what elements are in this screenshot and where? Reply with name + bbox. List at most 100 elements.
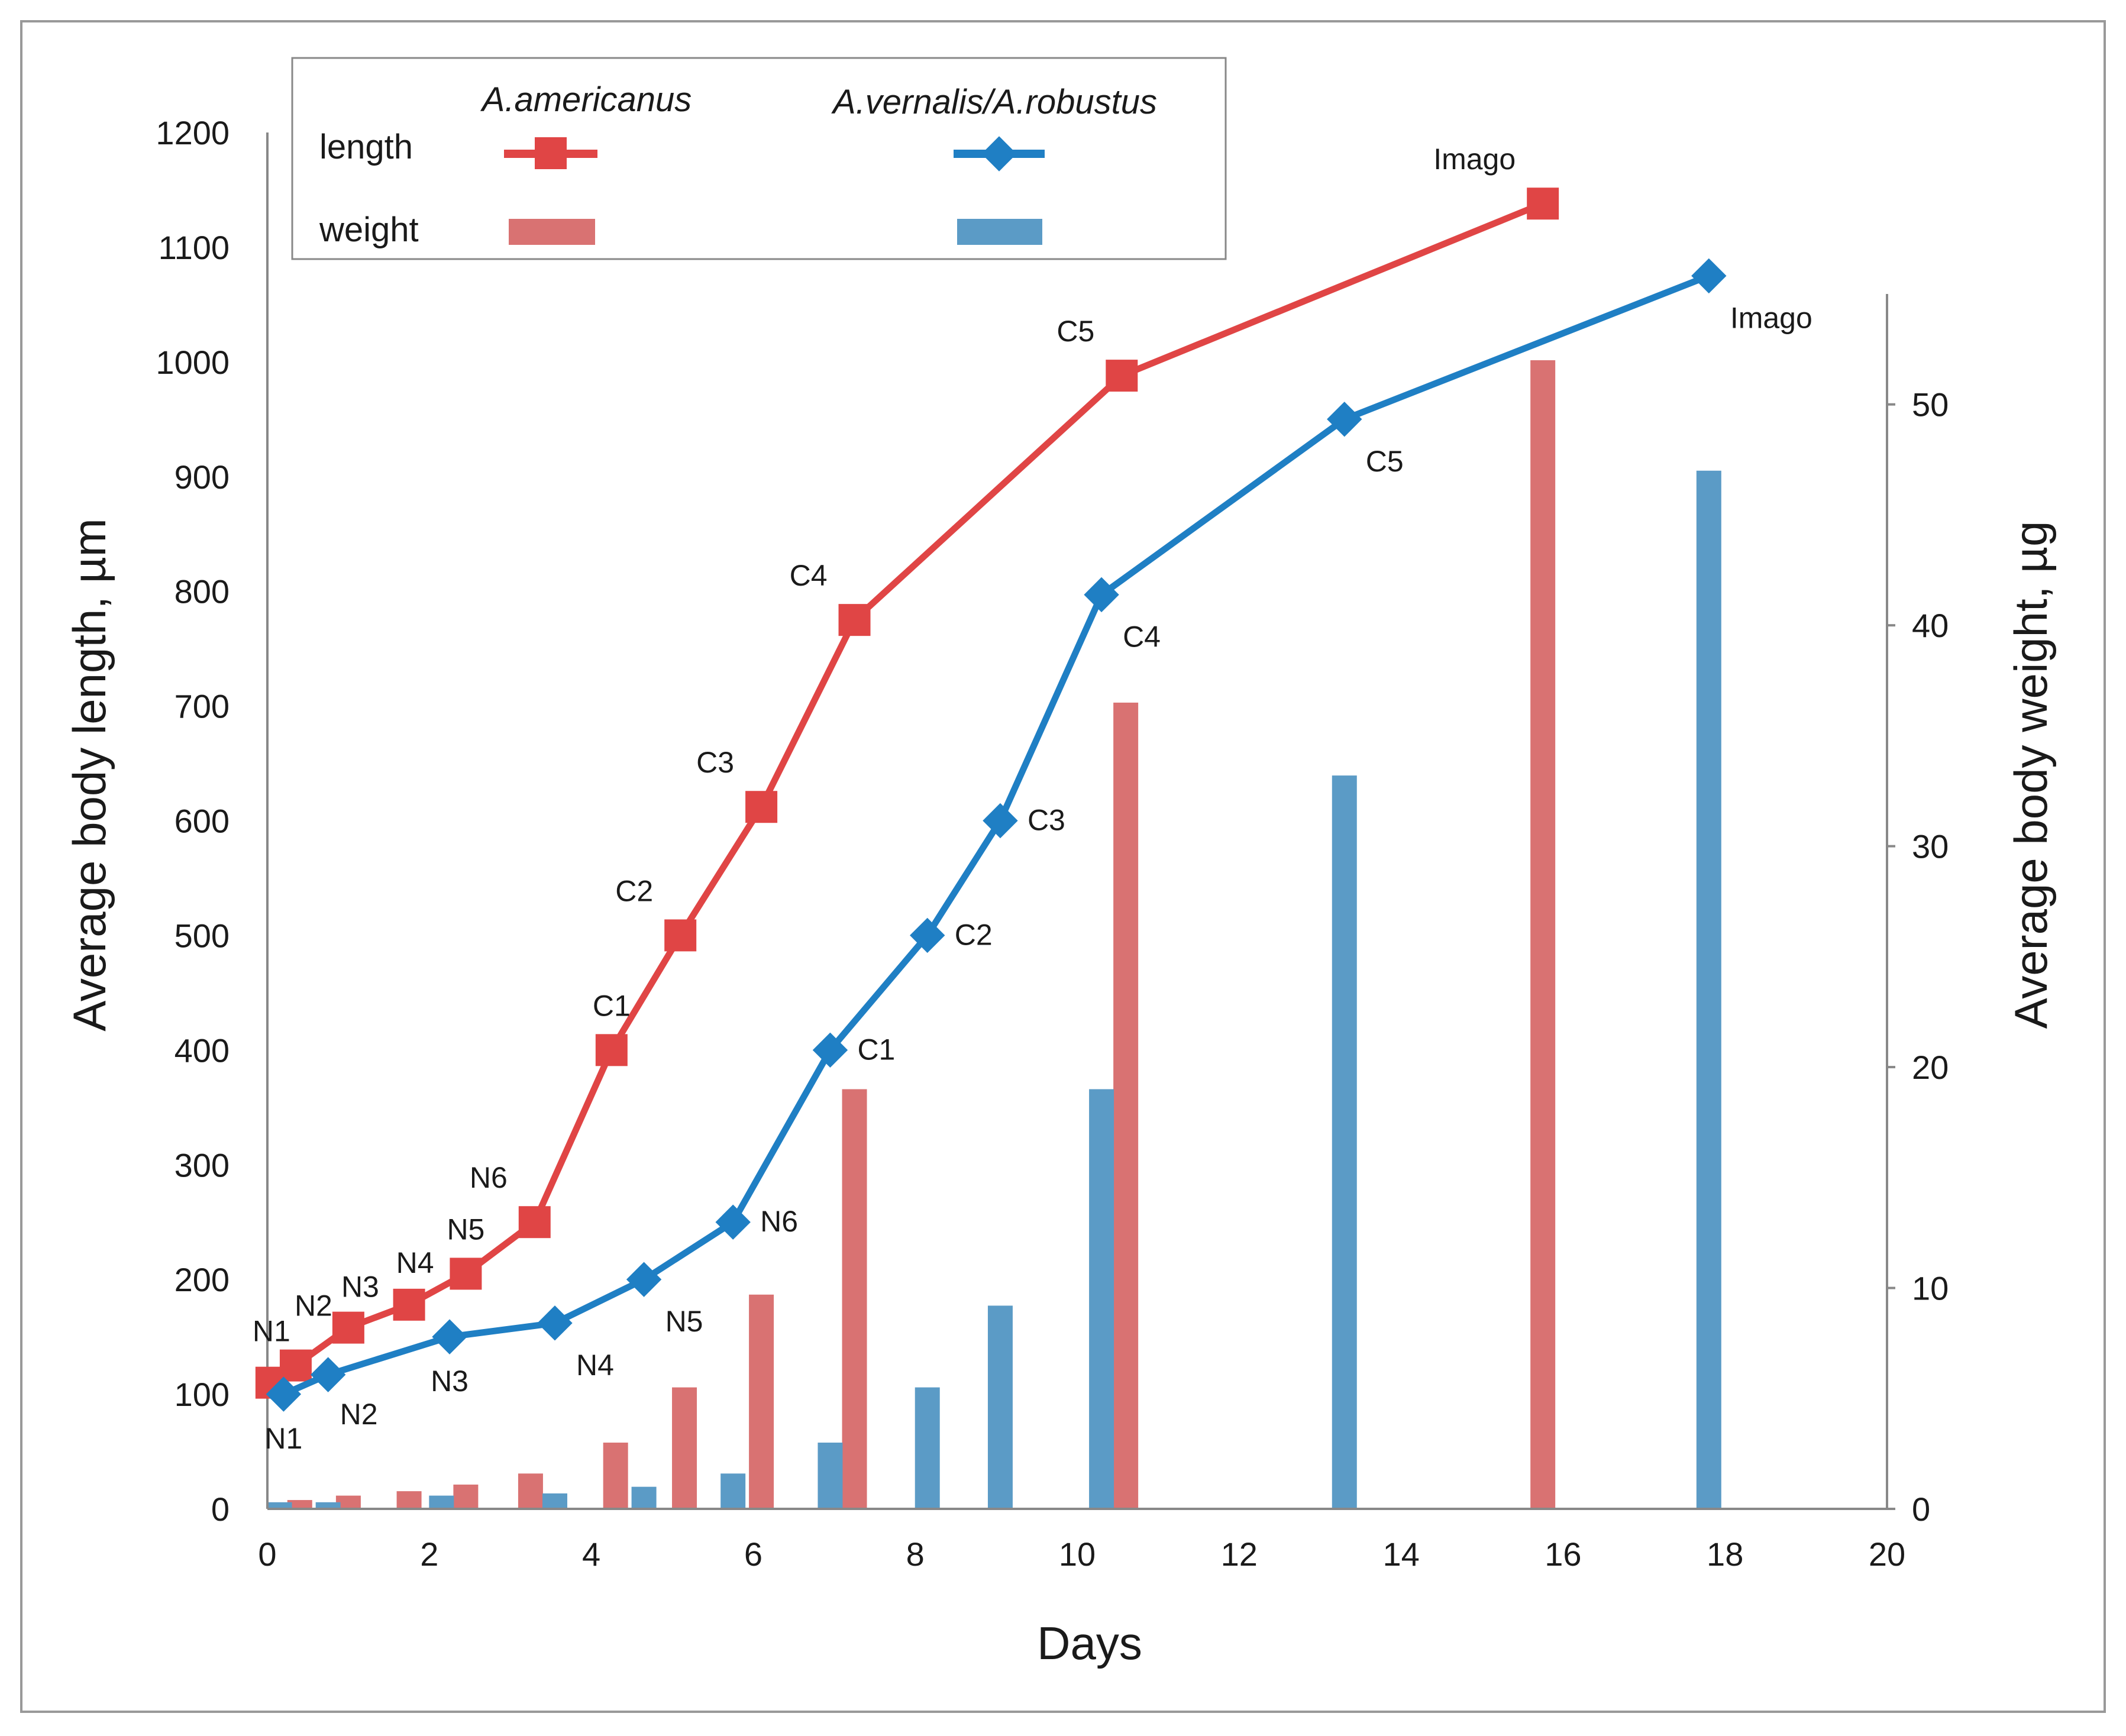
americanus-weight-bar — [1113, 702, 1139, 1509]
length-lines-layer — [255, 187, 1727, 1412]
figure-frame — [20, 20, 2106, 1713]
americanus-weight-bar — [518, 1473, 543, 1509]
americanus-length-stage-label: C3 — [696, 746, 734, 779]
y-tick-label: 900 — [175, 458, 230, 496]
americanus-weight-bar — [672, 1387, 697, 1509]
vernalis-length-stage-label: Imago — [1730, 301, 1812, 334]
americanus-weight-bar — [396, 1491, 422, 1509]
vernalis-length-diamond-marker — [715, 1204, 751, 1240]
legend-length-label: length — [319, 128, 413, 166]
legend-americanus-square-marker — [535, 137, 567, 169]
y2-tick-label: 50 — [1912, 386, 1949, 424]
x-tick-label: 2 — [420, 1535, 438, 1573]
vernalis-length-stage-label: C5 — [1366, 445, 1404, 478]
americanus-weight-bar — [603, 1442, 628, 1509]
vernalis-length-stage-label: N3 — [431, 1365, 469, 1398]
vernalis-weight-bar — [915, 1387, 940, 1509]
americanus-length-square-marker — [518, 1206, 551, 1239]
americanus-length-stage-label: N5 — [447, 1213, 484, 1246]
vernalis-length-diamond-marker — [812, 1032, 848, 1068]
y-tick-label: 1200 — [156, 114, 230, 151]
vernalis-length-stage-label: N6 — [760, 1205, 798, 1238]
y-axis-right-title: Average body weight, µg — [2005, 521, 2057, 1029]
y-tick-label: 100 — [175, 1376, 230, 1413]
americanus-weight-bar — [749, 1294, 774, 1509]
americanus-length-stage-label: N6 — [470, 1161, 508, 1194]
vernalis-weight-bar — [720, 1473, 746, 1509]
x-axis-title: Days — [1037, 1617, 1142, 1669]
americanus-length-stage-label: Imago — [1433, 143, 1516, 176]
vernalis-weight-bar — [429, 1495, 454, 1509]
americanus-length-square-marker — [664, 919, 697, 952]
vernalis-length-diamond-marker — [537, 1305, 573, 1341]
vernalis-weight-bar — [542, 1493, 567, 1509]
x-tick-label: 16 — [1545, 1535, 1581, 1573]
americanus-weight-bar — [1530, 360, 1556, 1509]
americanus-length-square-marker — [393, 1288, 425, 1321]
y2-tick-label: 40 — [1912, 607, 1949, 644]
y-tick-label: 0 — [211, 1491, 230, 1528]
americanus-length-stage-label: N1 — [253, 1315, 290, 1348]
legend-americanus-weight-swatch — [509, 219, 595, 245]
vernalis-weight-bar — [818, 1442, 843, 1509]
y-axis-left-title: Average body length, µm — [63, 518, 115, 1031]
vernalis-weight-bar — [267, 1502, 292, 1509]
legend-weight-label: weight — [319, 211, 419, 249]
x-tick-label: 14 — [1382, 1535, 1419, 1573]
americanus-length-stage-label: C2 — [615, 874, 653, 907]
vernalis-length-stage-label: N1 — [264, 1422, 302, 1455]
legend-species-1: A.americanus — [480, 80, 692, 119]
vernalis-weight-bar — [1696, 470, 1721, 1509]
y-tick-label: 1000 — [156, 344, 230, 381]
legend-box — [291, 57, 1227, 260]
americanus-weight-bar — [287, 1500, 312, 1509]
y-tick-label: 800 — [175, 573, 230, 610]
vernalis-length-diamond-marker — [910, 917, 945, 953]
legend-species-2: A.vernalis/A.robustus — [831, 83, 1157, 121]
vernalis-length-stage-label: C4 — [1123, 620, 1161, 653]
legend-vernalis-diamond-marker — [981, 136, 1017, 172]
y-tick-label: 700 — [175, 688, 230, 725]
vernalis-weight-bar — [631, 1486, 657, 1509]
americanus-length-square-marker — [332, 1311, 364, 1344]
americanus-length-square-marker — [279, 1349, 312, 1382]
y-tick-label: 200 — [175, 1261, 230, 1298]
x-tick-label: 18 — [1707, 1535, 1743, 1573]
x-tick-label: 12 — [1221, 1535, 1258, 1573]
vernalis-length-stage-label: N4 — [576, 1349, 614, 1382]
vernalis-length-diamond-marker — [983, 803, 1018, 839]
vernalis-length-diamond-marker — [1691, 258, 1727, 294]
vernalis-weight-bar — [315, 1502, 341, 1509]
americanus-length-square-marker — [838, 604, 871, 636]
vernalis-length-stage-label: C2 — [955, 918, 993, 951]
y2-tick-label: 10 — [1912, 1270, 1949, 1307]
americanus-length-stage-label: N2 — [295, 1289, 332, 1323]
americanus-length-stage-label: N4 — [396, 1246, 434, 1279]
y-tick-label: 600 — [175, 803, 230, 840]
americanus-length-square-marker — [745, 791, 778, 823]
y2-tick-label: 0 — [1912, 1491, 1930, 1528]
x-tick-label: 6 — [744, 1535, 762, 1573]
americanus-length-stage-label: C5 — [1056, 315, 1094, 348]
vernalis-length-stage-label: N5 — [665, 1305, 703, 1338]
americanus-length-stage-label: C1 — [593, 989, 631, 1022]
x-tick-label: 20 — [1869, 1535, 1905, 1573]
vernalis-length-diamond-marker — [310, 1357, 346, 1392]
legend: A.americanus A.vernalis/A.robustus lengt… — [291, 57, 1227, 260]
x-tick-label: 4 — [582, 1535, 600, 1573]
vernalis-weight-bar — [1332, 775, 1357, 1509]
vernalis-weight-bar — [1089, 1089, 1114, 1509]
y-tick-label: 300 — [175, 1146, 230, 1184]
americanus-weight-bar — [335, 1495, 361, 1509]
vernalis-length-diamond-marker — [432, 1319, 467, 1354]
y-tick-label: 400 — [175, 1032, 230, 1069]
vernalis-length-stage-label: C1 — [857, 1033, 895, 1066]
y-tick-label: 1100 — [159, 229, 230, 266]
americanus-length-square-marker — [1527, 187, 1559, 220]
vernalis-length-diamond-marker — [626, 1262, 662, 1297]
americanus-length-square-marker — [450, 1257, 482, 1290]
legend-vernalis-weight-swatch — [957, 219, 1042, 245]
